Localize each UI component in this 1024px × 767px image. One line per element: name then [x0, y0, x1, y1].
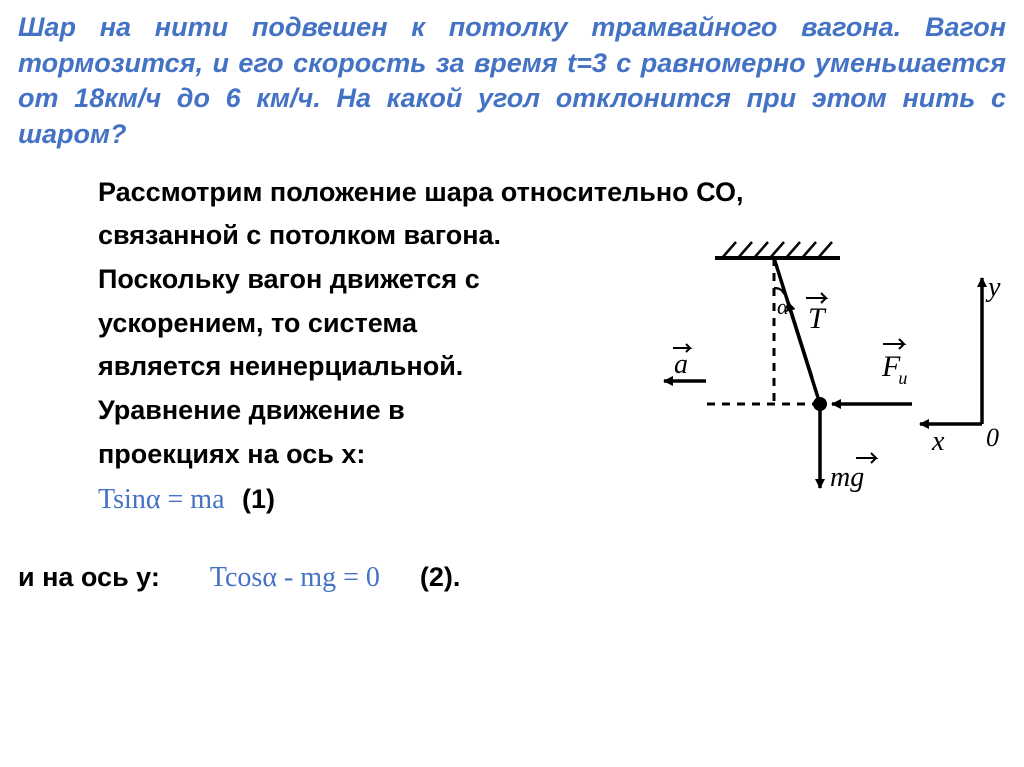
equation-y: Tcosα - mg = 0 — [210, 562, 380, 594]
f-vector-sub: и — [898, 368, 907, 388]
equation-y-label: (2). — [420, 562, 461, 593]
svg-text:mg: mg — [830, 462, 864, 493]
mg-g-label: g — [850, 462, 864, 493]
solution-line-1: Рассмотрим положение шара относительно С… — [98, 171, 1006, 215]
svg-text:a: a — [674, 349, 688, 380]
y-axis-label: y — [985, 272, 1001, 303]
svg-text:Fи: Fи — [881, 350, 907, 388]
x-axis-label: x — [931, 426, 945, 457]
origin-label: 0 — [986, 423, 999, 452]
equation-y-row: и на ось у: Tcosα - mg = 0 (2). — [98, 556, 1006, 600]
equation-x: Tsinα = ma — [98, 477, 225, 522]
force-diagram: α a Fи T mg y x 0 — [660, 236, 1002, 506]
lead-y: и на ось у: — [18, 556, 160, 600]
equation-x-label: (1) — [242, 484, 275, 514]
a-vector-label: a — [674, 349, 688, 380]
problem-statement: Шар на нити подвешен к потолку трамвайно… — [18, 10, 1006, 153]
alpha-label: α — [777, 294, 789, 319]
t-vector-label: T — [808, 302, 827, 335]
